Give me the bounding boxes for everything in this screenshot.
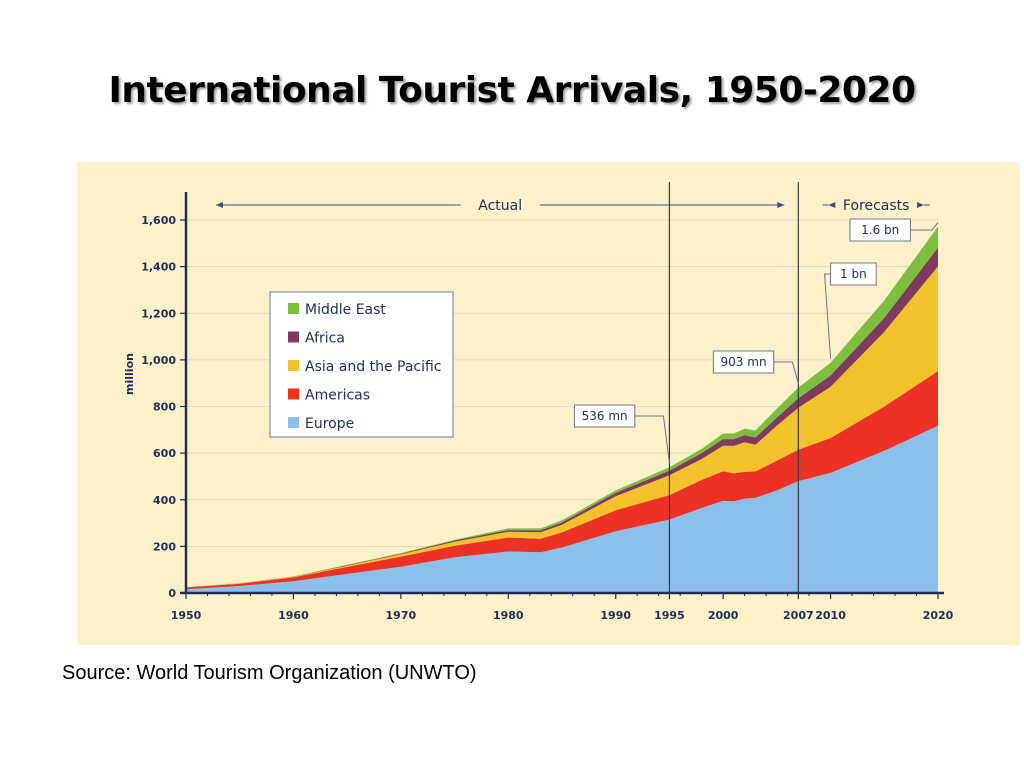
y-tick-label: 1,000 xyxy=(141,354,176,367)
legend-label: Americas xyxy=(305,388,370,404)
stacked-areas xyxy=(186,226,938,593)
y-tick-label: 600 xyxy=(153,447,176,460)
callout-leader xyxy=(634,415,670,464)
axes: 0 200 400 600 800 1,000 1,200 1,400 1,600 1950 196… xyxy=(123,192,954,622)
x-tick-label: 2000 xyxy=(708,609,739,622)
legend-box xyxy=(269,291,454,438)
legend-label: Europe xyxy=(305,416,354,432)
period-dividers xyxy=(668,182,799,593)
period-labels: Actual Forecasts xyxy=(216,198,930,214)
period-label: Forecasts xyxy=(843,198,910,214)
x-tick-label: 1995 xyxy=(654,609,685,622)
x-tick-label: 1980 xyxy=(493,609,524,622)
area-middle-east xyxy=(186,226,938,588)
slide-title: International Tourist Arrivals, 1950-202… xyxy=(108,70,916,111)
y-tick-label: 1,200 xyxy=(141,307,176,320)
y-tick-label: 200 xyxy=(153,540,176,553)
callout-label: 536 mn xyxy=(582,409,628,423)
y-axis-label: million xyxy=(123,353,136,395)
callout-label: 1 bn xyxy=(840,267,867,281)
y-tick-label: 0 xyxy=(168,587,176,600)
callout-box xyxy=(573,404,636,428)
y-tick-label: 800 xyxy=(153,401,176,414)
x-tick-label: 1990 xyxy=(600,609,631,622)
period-arrow-head xyxy=(828,202,836,208)
x-tick-label: 1950 xyxy=(171,609,202,622)
legend-swatch xyxy=(288,417,299,428)
legend-swatch xyxy=(288,360,299,371)
period-label: Actual xyxy=(478,198,522,214)
callout-leader xyxy=(773,361,799,384)
legend-label: Asia and the Pacific xyxy=(305,359,442,375)
callout-box xyxy=(849,218,911,242)
period-arrow-head xyxy=(917,202,924,208)
legend-swatch xyxy=(288,303,299,314)
x-tick-label: 1960 xyxy=(278,609,309,622)
area-asia-and-the-pacific xyxy=(186,266,938,588)
area-americas xyxy=(186,371,938,590)
y-tick-label: 1,600 xyxy=(141,214,176,227)
x-tick-label: 1970 xyxy=(386,609,417,622)
chart-legend: Middle East Africa Asia and the Pacific Ame… xyxy=(269,291,454,438)
callout-label: 1.6 bn xyxy=(861,223,899,237)
y-tick-label: 400 xyxy=(153,494,176,507)
callouts: 536 mn 903 mn 1 bn 1.6 bn xyxy=(573,218,939,464)
period-arrow-head xyxy=(777,202,785,208)
callout-label: 903 mn xyxy=(721,355,767,369)
x-tick-label: 2010 xyxy=(815,609,846,622)
legend-label: Middle East xyxy=(305,302,386,318)
legend-swatch xyxy=(288,388,299,400)
area-europe xyxy=(186,425,938,593)
x-tick-label: 2007 xyxy=(783,609,814,622)
legend-swatch xyxy=(288,331,299,343)
callout-leader xyxy=(910,222,939,231)
tourist-arrivals-chart: 0 200 400 600 800 1,000 1,200 1,400 1,600 1950 196… xyxy=(77,162,1020,645)
y-tick-label: 1,400 xyxy=(141,261,176,274)
callout-box xyxy=(830,262,877,286)
source-note: Source: World Tourism Organization (UNWT… xyxy=(62,662,477,684)
legend-label: Africa xyxy=(305,331,345,347)
period-arrow-head xyxy=(216,202,223,208)
x-tick-label: 2020 xyxy=(923,609,954,622)
callout-box xyxy=(712,350,775,374)
